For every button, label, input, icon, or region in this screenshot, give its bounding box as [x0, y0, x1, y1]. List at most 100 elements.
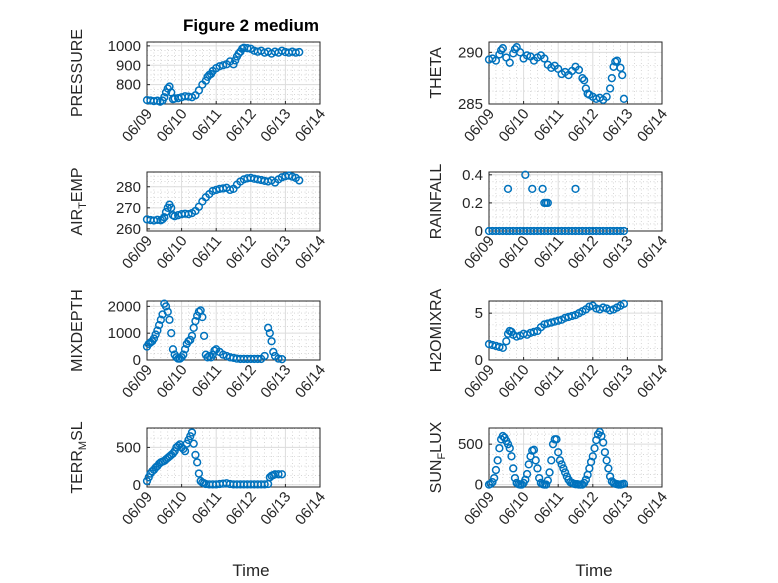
data-point: [533, 464, 542, 473]
data-point: [535, 473, 544, 483]
x-tick-label: 06/12: [565, 106, 602, 146]
x-tick-label: 06/12: [565, 489, 602, 529]
data-point: [540, 54, 549, 63]
data-point: [619, 479, 629, 488]
data-point: [156, 315, 165, 324]
y-tick-label: 260: [116, 221, 141, 238]
data-point: [161, 302, 171, 311]
data-point: [160, 213, 169, 222]
y-tick-label: 0: [475, 477, 483, 494]
x-tick-label: 06/12: [223, 106, 260, 146]
y-tick-label: 0.2: [462, 195, 483, 212]
data-point: [231, 56, 240, 65]
data-point: [554, 316, 563, 325]
data-point: [581, 84, 591, 93]
data-point: [560, 468, 570, 477]
y-tick-label: 270: [116, 200, 141, 217]
data-point: [505, 444, 514, 453]
data-point: [602, 456, 611, 465]
y-tick-label: 285: [458, 96, 483, 113]
x-tick-label: 06/14: [292, 106, 329, 146]
x-tick-label: 06/13: [599, 233, 636, 273]
x-tick-label: 06/11: [531, 106, 567, 145]
x-tick-label: 06/14: [292, 489, 329, 529]
axes-box: [146, 427, 321, 488]
data-point: [201, 76, 210, 85]
data-point: [496, 46, 506, 55]
y-axis-label: RAINFALL: [428, 164, 445, 240]
data-point: [547, 456, 556, 465]
data-point: [529, 445, 539, 454]
axes-box: [146, 171, 321, 232]
data-point: [574, 65, 584, 75]
data-point: [528, 184, 537, 194]
y-axis-label: TERRMSL: [69, 421, 89, 493]
y-tick-label: 5: [475, 305, 483, 322]
data-point: [580, 76, 589, 85]
data-point: [599, 438, 608, 447]
data-point: [543, 476, 552, 485]
data-point: [165, 315, 174, 324]
data-point: [191, 450, 200, 460]
x-tick-label: 06/10: [496, 362, 533, 402]
data-point: [194, 86, 204, 95]
data-point: [578, 74, 587, 83]
data-point: [194, 469, 204, 478]
y-tick-label: 2000: [108, 298, 141, 315]
y-tick-label: 500: [458, 436, 483, 453]
data-point: [243, 44, 252, 53]
y-tick-label: 0: [133, 477, 141, 494]
axes-box: [146, 41, 321, 105]
data-point: [502, 337, 511, 346]
x-tick-label: 06/12: [223, 489, 260, 529]
y-axis-label: MIXDEPTH: [69, 289, 86, 372]
x-tick-label: 06/12: [223, 233, 260, 273]
subplot-rainfall: 06/0906/1006/1106/1206/1306/1400.20.4RAI…: [428, 164, 671, 273]
data-point: [269, 347, 278, 357]
axes-box: [488, 41, 663, 105]
data-point: [253, 354, 262, 364]
axes-box: [488, 300, 663, 361]
y-tick-label: 280: [116, 179, 141, 196]
data-point: [505, 58, 514, 67]
data-point: [619, 94, 629, 103]
data-point: [163, 307, 172, 316]
data-point: [161, 207, 171, 217]
data-point: [199, 331, 209, 341]
data-point: [495, 50, 504, 59]
data-point: [522, 469, 532, 479]
x-tick-label: 06/10: [154, 362, 191, 402]
y-tick-label: 0: [475, 223, 483, 240]
y-tick-label: 1000: [108, 325, 141, 342]
data-point: [158, 215, 167, 224]
data-point: [605, 306, 615, 315]
data-point: [153, 215, 162, 224]
data-point: [265, 329, 274, 338]
x-tick-label: 06/09: [119, 106, 156, 146]
data-point: [512, 332, 521, 341]
x-tick-label: 06/11: [189, 489, 225, 528]
data-point: [616, 63, 625, 72]
x-tick-label: 06/13: [257, 106, 294, 146]
x-tick-label: 06/13: [257, 489, 294, 529]
y-axis-label: THETA: [428, 47, 445, 99]
data-point: [210, 346, 219, 355]
data-point: [225, 185, 235, 195]
data-point: [619, 226, 629, 236]
plot-area: [488, 300, 663, 361]
data-point: [571, 184, 580, 194]
y-tick-label: 290: [458, 44, 483, 61]
data-point: [295, 47, 304, 57]
y-axis-label: AIRTEMP: [69, 167, 89, 235]
data-point: [154, 320, 164, 330]
data-point: [153, 326, 162, 335]
data-point: [521, 170, 530, 179]
data-point: [612, 56, 622, 65]
data-point: [161, 88, 171, 97]
data-point: [160, 93, 169, 102]
data-point: [495, 444, 504, 453]
